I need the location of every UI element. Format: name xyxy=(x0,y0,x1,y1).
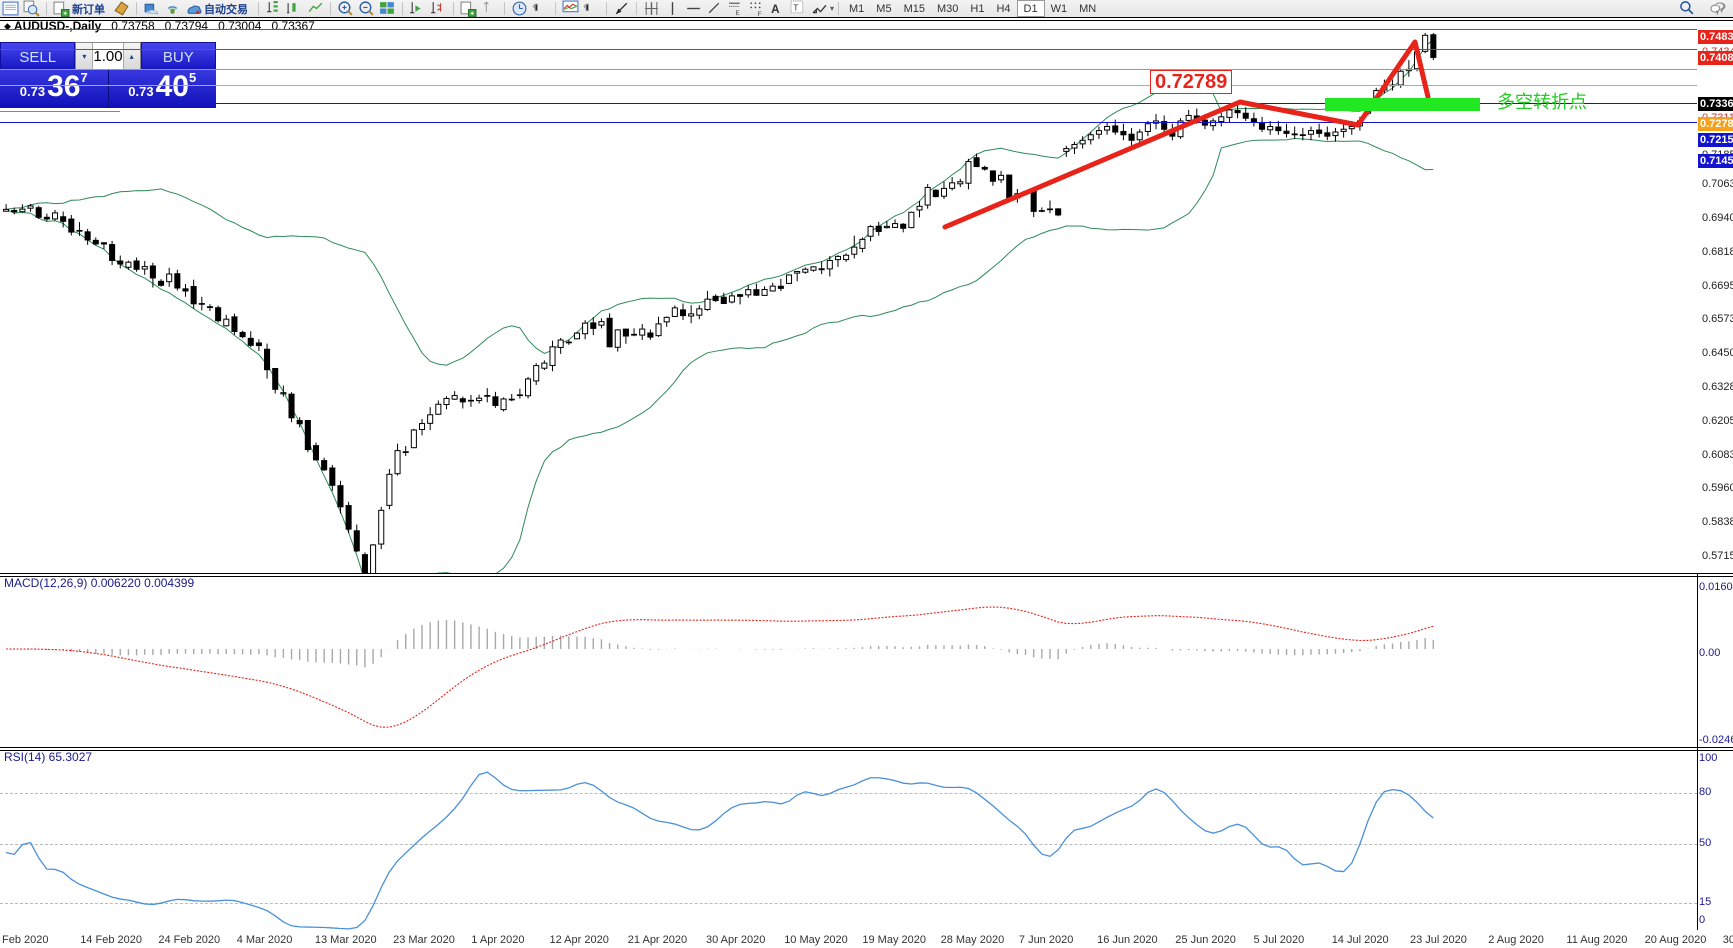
svg-text:E: E xyxy=(736,10,740,17)
svg-text:A: A xyxy=(771,3,780,16)
svg-text:T: T xyxy=(793,3,798,13)
